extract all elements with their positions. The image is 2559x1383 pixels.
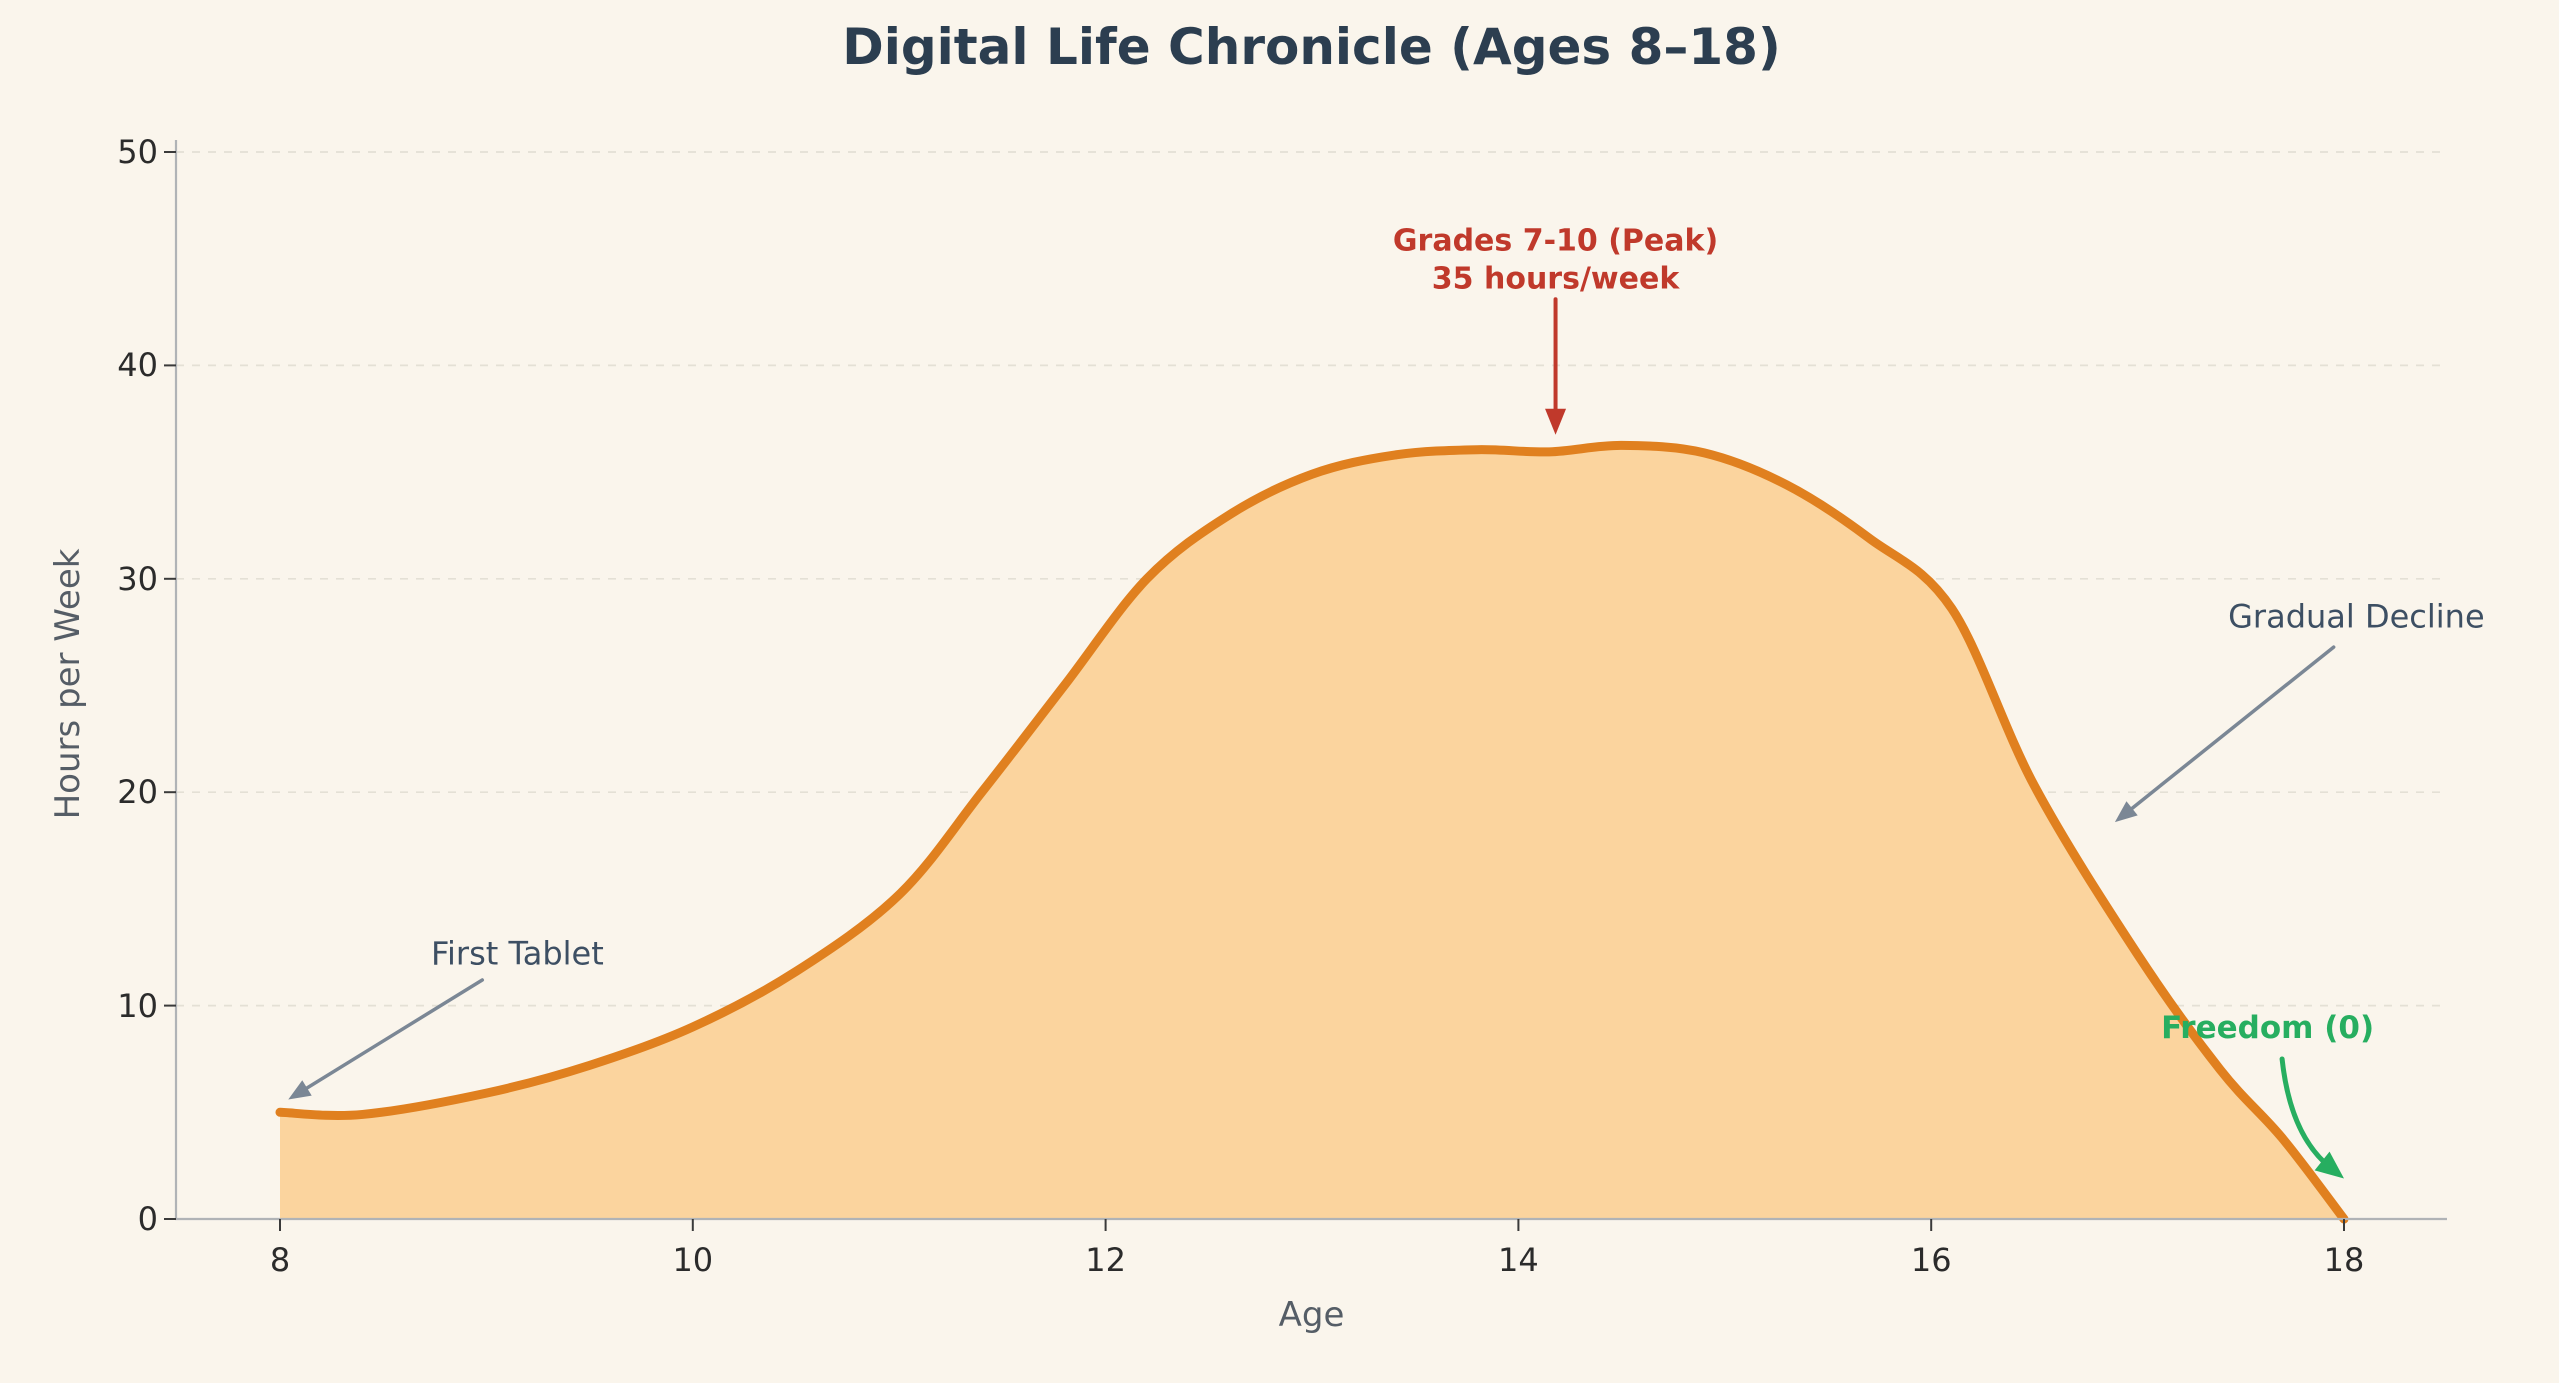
annotation-arrows (288, 297, 2344, 1179)
y-tick-label: 0 (137, 1200, 158, 1238)
chart-title: Digital Life Chronicle (Ages 8–18) (842, 18, 1781, 76)
y-axis-label: Hours per Week (48, 548, 88, 819)
annotation-first-tablet: First Tablet (430, 934, 604, 973)
y-tick-label: 10 (117, 986, 158, 1025)
x-tick-label: 16 (1910, 1241, 1952, 1279)
x-tick-label: 14 (1498, 1241, 1539, 1279)
x-axis-label: Age (1278, 1295, 1345, 1335)
first-tablet-arrowhead (288, 1080, 312, 1100)
axis-spines (174, 140, 2447, 1221)
tick-marks (164, 151, 2345, 1231)
gradual-decline-arrowhead (2114, 801, 2138, 823)
area-fill (280, 445, 2344, 1219)
annotation-freedom: Freedom (0) (2161, 1010, 2375, 1047)
y-tick-label: 50 (117, 133, 158, 171)
y-tick-label: 20 (117, 773, 158, 812)
y-tick-label: 30 (117, 559, 158, 598)
x-tick-label: 8 (269, 1241, 291, 1279)
annotation-peak: Grades 7-10 (Peak) 35 hours/week (1392, 223, 1719, 297)
y-tick-label: 40 (117, 346, 158, 385)
x-tick-label: 10 (672, 1241, 714, 1279)
area-series (275, 440, 2349, 1224)
peak-arrowhead (1545, 408, 1567, 435)
gradual-decline-arrow (2123, 645, 2336, 816)
trend-line (275, 440, 2349, 1224)
x-tick-label: 18 (2323, 1241, 2365, 1279)
first-tablet-arrow (297, 978, 485, 1095)
x-tick-label: 12 (1085, 1241, 1126, 1279)
freedom-arrowhead (2314, 1151, 2344, 1179)
annotation-gradual-decline: Gradual Decline (2228, 597, 2485, 636)
freedom-arrow (2279, 1056, 2334, 1171)
